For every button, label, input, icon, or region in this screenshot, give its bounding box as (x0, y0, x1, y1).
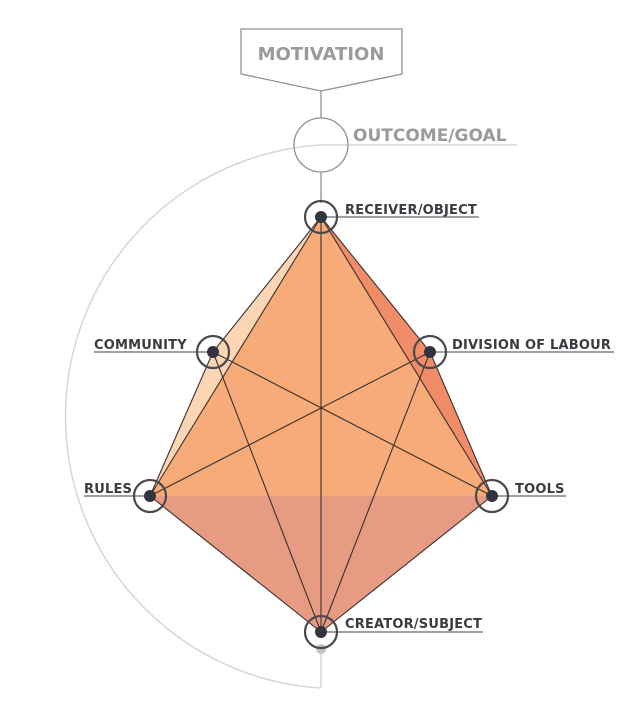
node-receiver[interactable] (303, 199, 339, 235)
node-rules[interactable] (132, 478, 168, 514)
outcome-label: OUTCOME/GOAL (353, 126, 507, 146)
node-dot-icon (315, 626, 327, 638)
node-dot-icon (207, 346, 219, 358)
node-dot-icon (486, 490, 498, 502)
node-dot-icon (315, 211, 327, 223)
label-tools: TOOLS (515, 482, 565, 497)
outcome-arc (64, 144, 322, 689)
node-creator[interactable] (303, 614, 339, 650)
node-community[interactable] (195, 334, 231, 370)
label-underlines (84, 216, 614, 633)
label-rules: RULES (84, 482, 132, 497)
node-dot-icon (144, 490, 156, 502)
label-receiver-object: RECEIVER/OBJECT (345, 203, 477, 218)
node-tools[interactable] (474, 478, 510, 514)
motivation-box (240, 28, 403, 92)
label-creator-subject: CREATOR/SUBJECT (345, 617, 482, 632)
label-division-of-labour: DIVISION OF LABOUR (452, 338, 611, 353)
motivation-label: MOTIVATION (258, 44, 385, 65)
node-division-of-labour[interactable] (412, 334, 448, 370)
node-dot-icon (424, 346, 436, 358)
edges (149, 216, 493, 633)
label-community: COMMUNITY (94, 338, 187, 353)
